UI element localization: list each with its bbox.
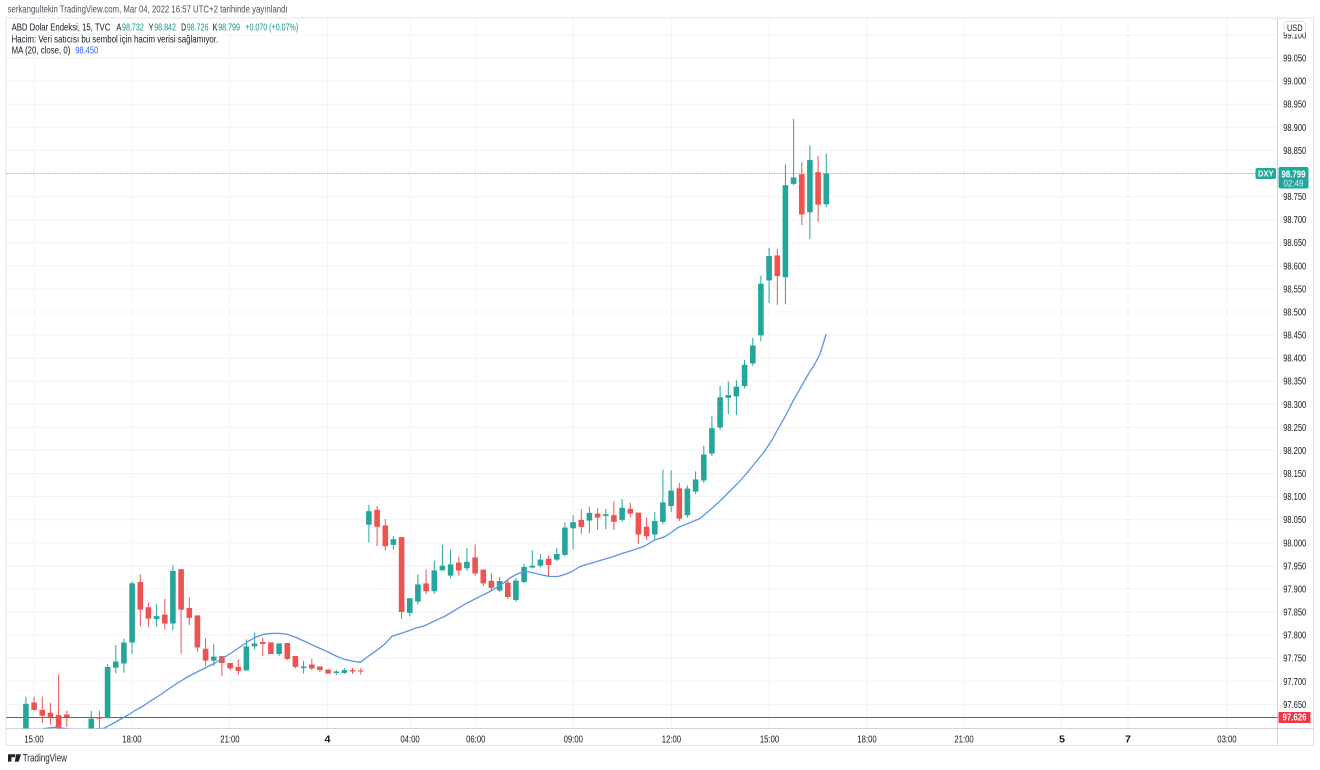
svg-text:97.750: 97.750: [1283, 654, 1306, 665]
svg-text:15:00: 15:00: [760, 734, 780, 745]
svg-text:98.842: 98.842: [154, 22, 176, 33]
svg-text:98.750: 98.750: [1283, 192, 1306, 203]
svg-text:21:00: 21:00: [954, 734, 974, 745]
svg-text:03:00: 03:00: [1217, 734, 1237, 745]
svg-text:97.650: 97.650: [1283, 700, 1306, 711]
svg-text:D: D: [181, 22, 186, 33]
svg-text:A: A: [116, 22, 121, 33]
svg-text:98.900: 98.900: [1283, 123, 1306, 134]
svg-text:98.732: 98.732: [122, 22, 144, 33]
svg-text:98.500: 98.500: [1283, 308, 1306, 319]
svg-text:97.950: 97.950: [1283, 561, 1306, 572]
svg-text:09:00: 09:00: [564, 734, 584, 745]
svg-text:21:00: 21:00: [220, 734, 240, 745]
svg-text:98.600: 98.600: [1283, 261, 1306, 272]
svg-text:+0.070 (+0.07%): +0.070 (+0.07%): [245, 22, 298, 33]
svg-text:serkangultekin TradingView.com: serkangultekin TradingView.com, Mar 04, …: [8, 5, 288, 16]
svg-text:DXY: DXY: [1258, 170, 1274, 179]
svg-text:98.150: 98.150: [1283, 469, 1306, 480]
svg-text:98.550: 98.550: [1283, 284, 1306, 295]
svg-text:99.050: 99.050: [1283, 54, 1306, 65]
svg-text:97.700: 97.700: [1283, 677, 1306, 688]
svg-text:98.799: 98.799: [218, 22, 240, 33]
svg-text:04:00: 04:00: [400, 734, 420, 745]
svg-text:98.850: 98.850: [1283, 146, 1306, 157]
svg-text:Hacim: Veri satıcısı bu sembol: Hacim: Veri satıcısı bu sembol için haci…: [12, 35, 219, 46]
svg-text:97.800: 97.800: [1283, 631, 1306, 642]
svg-text:98.450: 98.450: [75, 45, 98, 56]
svg-text:98.100: 98.100: [1283, 492, 1306, 503]
svg-text:98.000: 98.000: [1283, 538, 1306, 549]
svg-text:97.900: 97.900: [1283, 584, 1306, 595]
svg-text:98.450: 98.450: [1283, 331, 1306, 342]
svg-text:98.799: 98.799: [1282, 170, 1306, 181]
svg-text:ABD Dolar Endeksi, 15, TVC: ABD Dolar Endeksi, 15, TVC: [12, 22, 111, 33]
svg-text:7: 7: [1125, 734, 1131, 745]
svg-text:Y: Y: [149, 22, 154, 33]
svg-text:5: 5: [1059, 734, 1065, 745]
svg-text:98.050: 98.050: [1283, 515, 1306, 526]
svg-text:98.250: 98.250: [1283, 423, 1306, 434]
svg-text:98.650: 98.650: [1283, 238, 1306, 249]
svg-text:06:00: 06:00: [466, 734, 486, 745]
svg-text:97.626: 97.626: [1283, 713, 1307, 724]
svg-text:98.200: 98.200: [1283, 446, 1306, 457]
svg-text:97.850: 97.850: [1283, 608, 1306, 619]
svg-text:MA (20, close, 0): MA (20, close, 0): [12, 45, 71, 56]
svg-text:98.700: 98.700: [1283, 215, 1306, 226]
svg-text:98.350: 98.350: [1283, 377, 1306, 388]
svg-text:12:00: 12:00: [662, 734, 682, 745]
svg-text:02:49: 02:49: [1284, 179, 1304, 189]
svg-text:18:00: 18:00: [857, 734, 877, 745]
svg-text:99.100: 99.100: [1283, 31, 1306, 42]
svg-text:98.726: 98.726: [187, 22, 209, 33]
svg-text:USD: USD: [1287, 23, 1303, 33]
svg-text:TradingView: TradingView: [23, 753, 67, 765]
svg-text:98.400: 98.400: [1283, 354, 1306, 365]
svg-text:98.300: 98.300: [1283, 400, 1306, 411]
svg-text:K: K: [213, 22, 218, 33]
svg-text:4: 4: [325, 734, 331, 745]
svg-text:18:00: 18:00: [122, 734, 142, 745]
svg-text:98.950: 98.950: [1283, 100, 1306, 111]
svg-text:15:00: 15:00: [24, 734, 44, 745]
svg-text:99.000: 99.000: [1283, 77, 1306, 88]
